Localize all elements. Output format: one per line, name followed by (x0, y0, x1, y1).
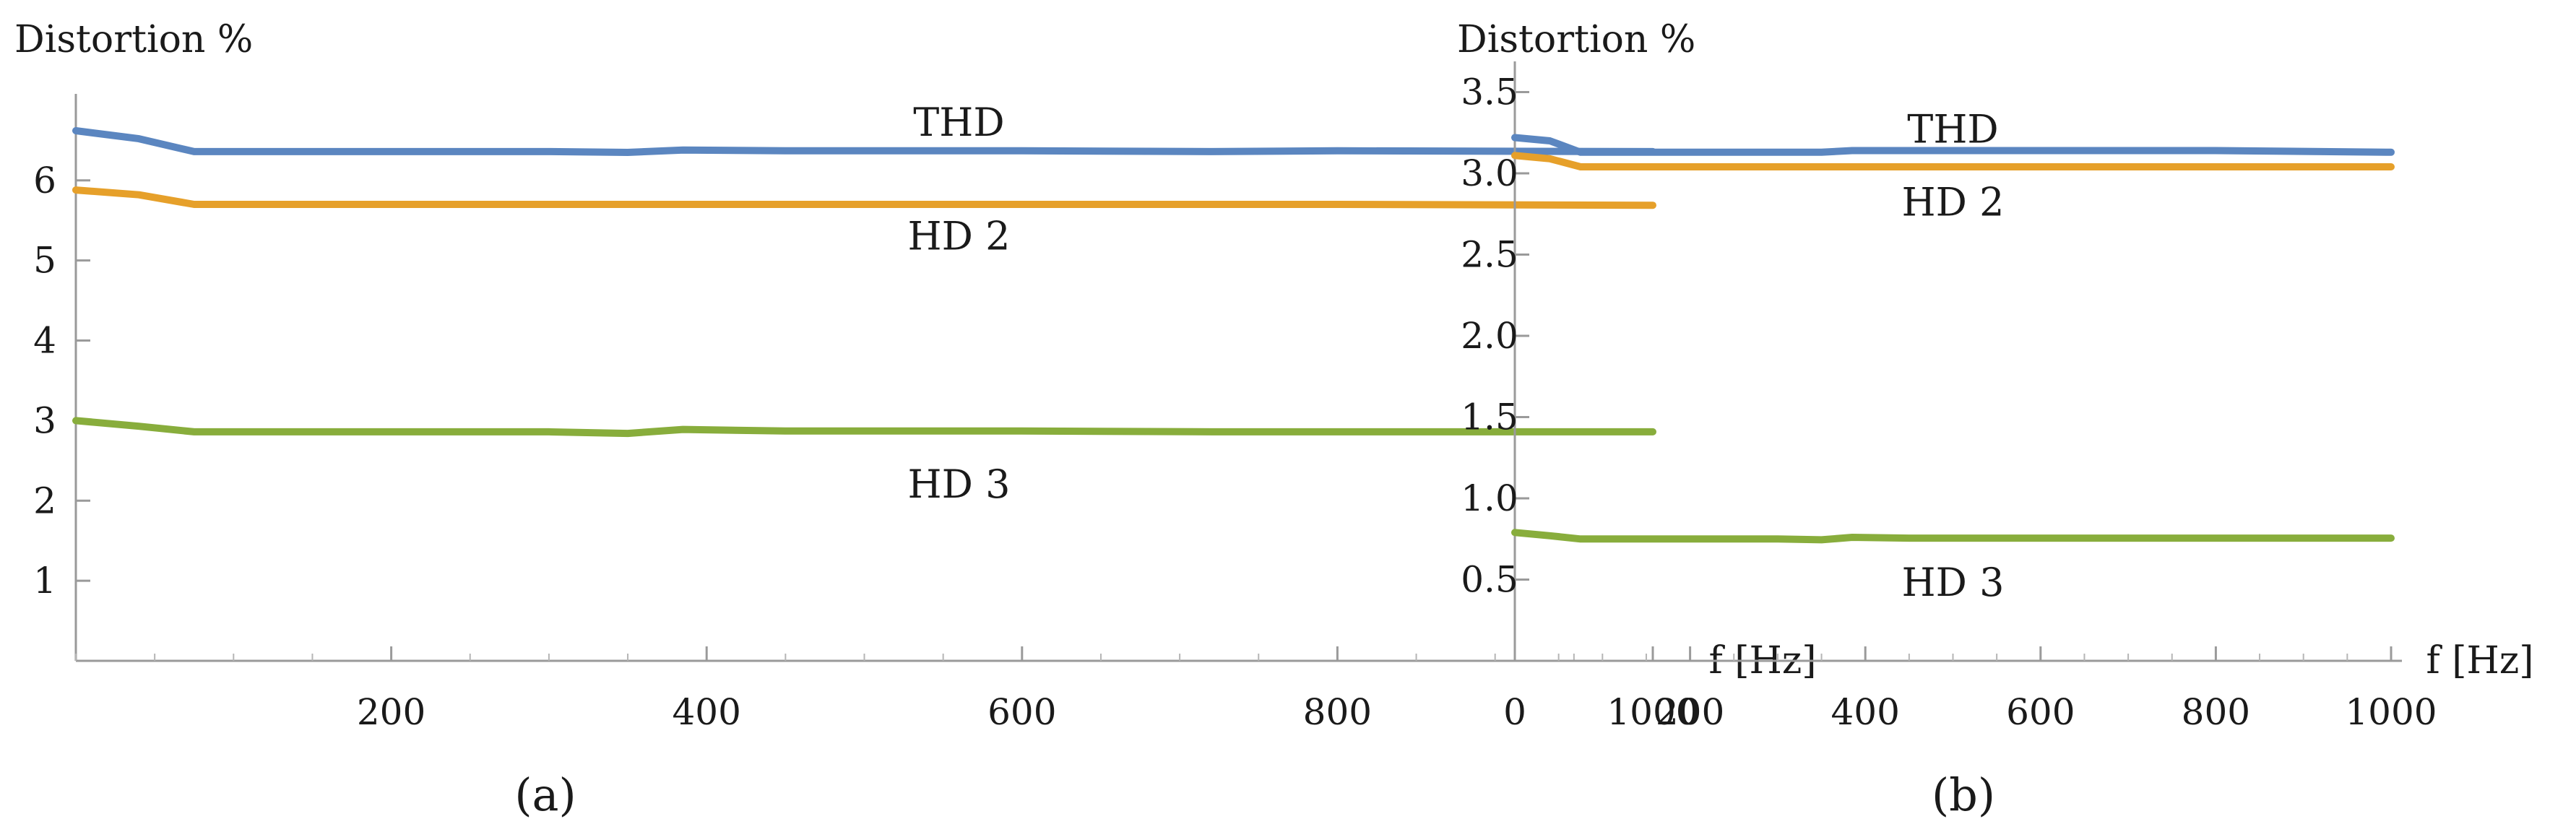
panel-b-x-axis-title: f [Hz] (2426, 639, 2533, 682)
panel-a-x-tick-label: 1000 (1607, 691, 1698, 733)
panel-a-y-axis-title: Distortion % (14, 18, 253, 61)
panel-b-x-tick-label: 0 (1503, 691, 1526, 733)
panel-b-series-label-hd3: HD 3 (1902, 560, 2005, 605)
panel-b-y-tick-label: 2.5 (1461, 234, 1518, 276)
panel-b-x-tick-label: 800 (2182, 691, 2250, 733)
panel-b-y-tick-label: 2.0 (1461, 315, 1518, 357)
panel-b-x-tick-label: 1000 (2345, 691, 2437, 733)
panel-b-series-line-hd3 (1511, 529, 2395, 544)
panel-a-y-tick-label: 5 (33, 240, 56, 282)
panel-a-y-tick-label: 4 (33, 320, 56, 362)
panel-b-x-tick-label: 600 (2006, 691, 2075, 733)
panel-a-x-tick-label: 400 (672, 691, 740, 733)
chart-panel-b: 0 200 400 600 800 1000 0.5 1.0 1.5 2.0 2.5 3.0 3.5 TH… (1457, 18, 2534, 821)
panel-b-y-tick-label: 0.5 (1461, 559, 1518, 601)
panel-a-series-line-hd2 (72, 186, 1656, 209)
panel-a-series-label-thd: THD (913, 100, 1004, 145)
panel-a-y-tick-label: 3 (33, 399, 56, 441)
panel-a-series-label-hd2: HD 2 (908, 213, 1011, 259)
panel-a-y-tick-label: 2 (33, 480, 56, 521)
panel-b-series-label-hd2: HD 2 (1902, 180, 2005, 225)
panel-b-series-label-thd: THD (1907, 106, 1998, 152)
panel-b-series-line-hd2 (1511, 152, 2395, 170)
panel-a-y-tick-label: 1 (33, 560, 56, 602)
panel-a-panel-label: (a) (514, 768, 576, 821)
panel-b-y-tick-label: 1.5 (1461, 396, 1518, 438)
panel-b-y-tick-label: 3.0 (1461, 152, 1518, 194)
panel-b-x-tick-label: 200 (1656, 691, 1724, 733)
panel-a-series-line-thd (72, 127, 1656, 156)
panel-a-x-tick-label: 200 (357, 691, 425, 733)
panel-a-series-label-hd3: HD 3 (908, 462, 1011, 507)
panel-a-x-tick-label: 800 (1303, 691, 1372, 733)
panel-b-y-axis-title: Distortion % (1457, 18, 1695, 61)
panel-b-panel-label: (b) (1932, 768, 1995, 821)
panel-b-series-line-thd (1511, 134, 2395, 156)
panel-a-series-line-hd3 (72, 417, 1656, 438)
panel-b-y-tick-label: 3.5 (1461, 72, 1518, 113)
panel-a-x-tick-label: 600 (987, 691, 1056, 733)
panel-a-y-tick-label: 6 (33, 160, 56, 202)
panel-b-x-tick-label: 400 (1831, 691, 1899, 733)
panel-b-y-tick-label: 1.0 (1461, 477, 1518, 519)
